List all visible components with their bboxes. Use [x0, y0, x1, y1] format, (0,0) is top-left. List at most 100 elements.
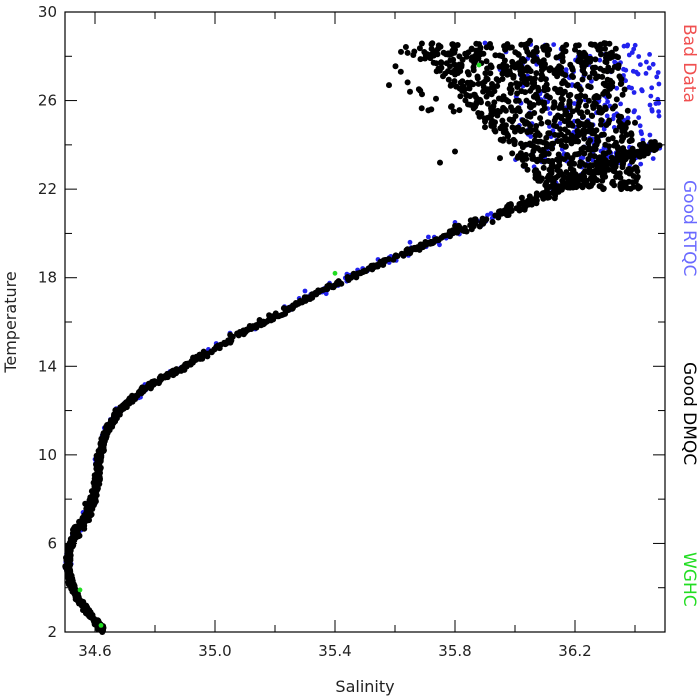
dmqc-point [83, 607, 90, 614]
legend-label: Good DMQC [679, 362, 699, 465]
dmqc-point [550, 104, 557, 111]
dmqc-point [517, 150, 524, 157]
dmqc-point [258, 322, 265, 329]
dmqc-point [124, 401, 131, 407]
rtqc-point [618, 101, 623, 107]
dmqc-point [540, 164, 547, 171]
dmqc-point [433, 60, 440, 67]
dmqc-point [514, 154, 521, 161]
rtqc-point [547, 111, 553, 116]
dmqc-point [604, 76, 611, 83]
dmqc-point [526, 140, 533, 147]
dmqc-point [587, 152, 594, 159]
y-tick-label: 14 [38, 357, 57, 375]
dmqc-point [590, 102, 596, 109]
dmqc-point [256, 317, 263, 323]
dmqc-point [236, 329, 243, 335]
dmqc-point [537, 115, 544, 122]
y-tick-label: 22 [38, 180, 57, 198]
dmqc-point [484, 76, 491, 83]
dmqc-point [624, 119, 631, 126]
plot-frame [64, 11, 666, 633]
rtqc-point [426, 234, 431, 240]
dmqc-point [501, 69, 508, 76]
dmqc-point [592, 56, 599, 63]
rtqc-point [647, 132, 653, 138]
dmqc-point [511, 138, 518, 145]
dmqc-point [591, 146, 598, 153]
dmqc-point [68, 582, 75, 589]
dmqc-point [585, 97, 592, 104]
dmqc-point [526, 67, 533, 74]
dmqc-point [86, 508, 93, 515]
dmqc-point [499, 123, 506, 129]
dmqc-point [452, 148, 458, 155]
dmqc-point [480, 84, 487, 90]
y-tick-label: 10 [38, 446, 57, 464]
dmqc-point [565, 92, 572, 99]
rtqc-point [614, 85, 620, 91]
dmqc-point [268, 315, 275, 322]
dmqc-point [538, 76, 544, 83]
dmqc-point [584, 109, 591, 115]
dmqc-point [540, 57, 547, 64]
dmqc-point [609, 135, 616, 142]
dmqc-point [479, 218, 486, 225]
y-axis-title: Temperature [1, 271, 20, 373]
dmqc-point [385, 256, 392, 263]
dmqc-point [618, 76, 625, 83]
dmqc-point [515, 97, 522, 104]
dmqc-point [496, 63, 503, 70]
dmqc-point [578, 182, 585, 189]
dmqc-point [582, 51, 589, 58]
dmqc-point [568, 140, 575, 147]
rtqc-point [649, 107, 655, 112]
rtqc-point [632, 42, 638, 48]
dmqc-point [528, 201, 535, 208]
dmqc-point [615, 172, 621, 179]
x-tick-label: 35.8 [438, 642, 471, 660]
dmqc-point [499, 117, 506, 124]
dmqc-point [484, 100, 491, 107]
dmqc-point [467, 93, 473, 100]
rtqc-point [557, 121, 563, 126]
dmqc-point [541, 105, 548, 112]
dmqc-point [509, 150, 516, 157]
dmqc-point [473, 40, 480, 47]
rtqc-point [650, 61, 656, 67]
dmqc-point [491, 99, 498, 106]
dmqc-point [474, 73, 481, 80]
dmqc-point [440, 49, 447, 56]
dmqc-point [566, 104, 573, 110]
dmqc-point [533, 190, 540, 197]
rtqc-point [647, 102, 653, 108]
dmqc-point [602, 88, 608, 95]
dmqc-point [617, 181, 624, 188]
dmqc-point [634, 183, 641, 189]
dmqc-point [613, 96, 620, 103]
dmqc-point [299, 298, 306, 305]
rtqc-point [647, 52, 652, 57]
dmqc-point [97, 449, 104, 456]
dmqc-point [582, 128, 589, 135]
dmqc-point [576, 162, 583, 169]
dmqc-point [577, 97, 584, 104]
legend-label: Bad Data [679, 24, 699, 103]
dmqc-point [498, 210, 505, 217]
dmqc-point [480, 50, 487, 57]
dmqc-point [556, 69, 563, 76]
dmqc-point [450, 108, 457, 115]
dmqc-point [527, 75, 534, 82]
dmqc-point [580, 170, 587, 177]
dmqc-point [533, 123, 540, 129]
dmqc-point [509, 107, 516, 114]
dmqc-point [512, 128, 518, 135]
dmqc-point [456, 107, 463, 114]
rtqc-point [563, 67, 569, 72]
rtqc-point [551, 42, 557, 47]
dmqc-point [559, 44, 566, 51]
dmqc-point [197, 353, 204, 360]
dmqc-point [588, 112, 595, 119]
dmqc-point [535, 170, 542, 177]
